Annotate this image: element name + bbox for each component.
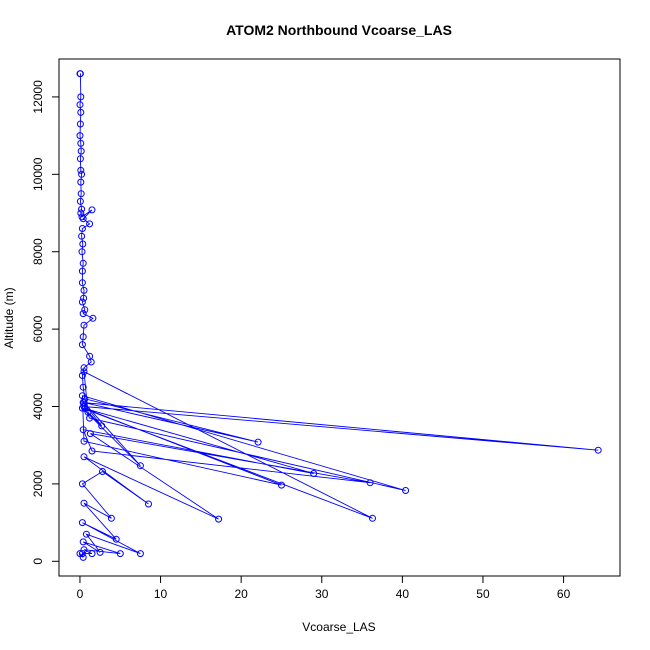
- data-point: [78, 232, 86, 240]
- y-axis-label: Altitude (m): [2, 287, 16, 348]
- data-point: [78, 279, 86, 287]
- series-layer: [76, 70, 602, 561]
- data-point: [79, 310, 87, 318]
- chart-title: ATOM2 Northbound Vcoarse_LAS: [226, 22, 452, 38]
- data-point: [116, 550, 124, 558]
- data-point: [76, 70, 84, 78]
- y-tick-label: 10000: [31, 157, 45, 191]
- data-point: [78, 519, 86, 527]
- y-tick-label: 2000: [31, 470, 45, 497]
- data-point: [78, 225, 86, 232]
- data-point: [310, 470, 318, 477]
- data-point: [81, 306, 89, 314]
- data-point: [77, 93, 85, 101]
- data-point: [80, 499, 88, 507]
- data-point: [77, 166, 85, 174]
- data-point: [77, 209, 85, 217]
- y-tick-label: 4000: [31, 393, 45, 420]
- data-point: [76, 132, 84, 140]
- data-point: [79, 240, 87, 248]
- data-point: [112, 535, 120, 543]
- data-point: [278, 481, 285, 489]
- data-point: [402, 487, 410, 494]
- data-point: [77, 147, 85, 155]
- data-point: [366, 479, 374, 487]
- data-point: [96, 548, 104, 556]
- data-point: [86, 430, 94, 438]
- x-tick-label: 20: [234, 587, 248, 601]
- data-point: [80, 368, 88, 376]
- x-tick-label: 0: [77, 587, 84, 601]
- y-tick-label: 12000: [31, 80, 45, 114]
- data-point: [107, 514, 115, 522]
- data-point: [80, 453, 88, 461]
- data-point: [76, 120, 84, 128]
- data-point: [78, 248, 86, 256]
- data-point: [88, 206, 96, 214]
- data-point: [77, 178, 85, 186]
- x-tick-label: 10: [154, 587, 168, 601]
- data-point: [98, 422, 106, 430]
- data-point: [136, 550, 144, 558]
- data-point: [81, 404, 89, 412]
- data-point: [254, 438, 262, 446]
- data-point: [77, 139, 85, 147]
- data-point: [79, 538, 87, 546]
- data-point: [77, 190, 85, 198]
- data-point: [78, 372, 86, 379]
- data-point: [87, 358, 95, 366]
- data-point: [82, 530, 90, 538]
- data-point: [78, 392, 86, 400]
- data-point: [88, 550, 96, 558]
- data-point: [80, 321, 88, 329]
- x-axis-label: Vcoarse_LAS: [302, 620, 375, 634]
- data-point: [78, 341, 86, 349]
- data-point: [88, 447, 96, 455]
- data-point: [78, 213, 86, 221]
- x-axis: 0 10 20 30 40 50 60: [77, 575, 571, 601]
- y-tick-label: 8000: [31, 238, 45, 265]
- data-point: [89, 314, 97, 322]
- data-point: [80, 546, 88, 554]
- data-point: [79, 333, 87, 341]
- x-tick-label: 60: [557, 587, 571, 601]
- data-point: [215, 515, 223, 523]
- y-tick-label: 0: [31, 558, 45, 565]
- data-point: [80, 437, 88, 445]
- series-line: [79, 73, 599, 558]
- data-point: [76, 550, 84, 558]
- data-point: [145, 500, 152, 508]
- data-point: [78, 205, 86, 213]
- data-point: [78, 267, 86, 275]
- data-point: [79, 215, 87, 223]
- data-point: [86, 220, 94, 228]
- data-point: [86, 414, 94, 422]
- data-point: [78, 550, 86, 558]
- data-point: [78, 170, 86, 178]
- data-point: [79, 383, 87, 391]
- data-point: [77, 108, 85, 116]
- data-point: [594, 446, 602, 454]
- plot-frame: [58, 58, 621, 577]
- data-point: [76, 101, 84, 109]
- data-point: [78, 480, 86, 488]
- data-point: [136, 462, 144, 470]
- x-tick-label: 40: [396, 587, 410, 601]
- data-point: [80, 364, 88, 372]
- data-point: [79, 259, 87, 267]
- x-tick-label: 50: [476, 587, 490, 601]
- data-point: [80, 294, 88, 302]
- y-axis: 0 2000 4000 6000 8000 10000 12000: [31, 80, 60, 565]
- data-point: [79, 426, 87, 434]
- data-point: [76, 155, 84, 163]
- x-tick-label: 30: [315, 587, 329, 601]
- data-point: [80, 286, 88, 294]
- data-point: [99, 468, 106, 475]
- data-point: [78, 298, 86, 306]
- data-point: [76, 197, 84, 205]
- y-tick-label: 6000: [31, 315, 45, 342]
- data-point: [369, 514, 376, 522]
